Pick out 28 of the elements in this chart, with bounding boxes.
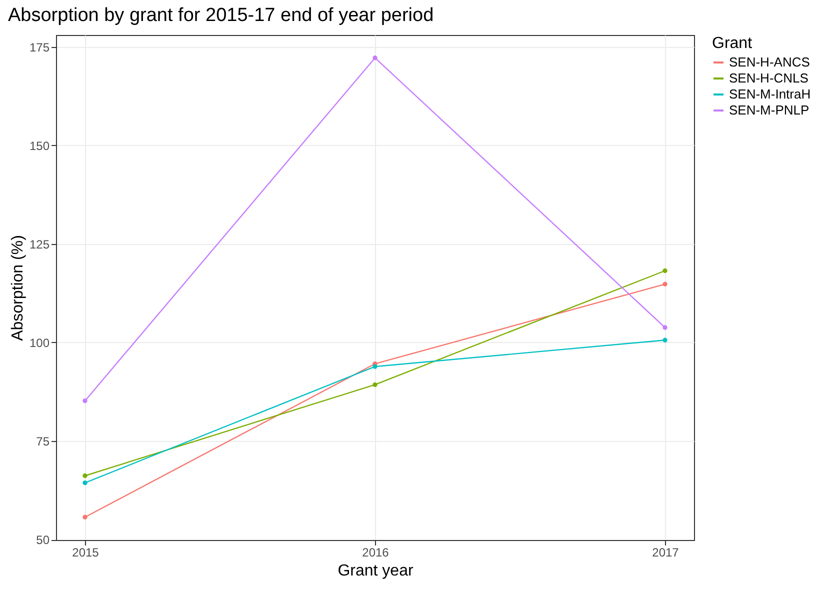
point (82, 398, 88, 404)
point (662, 268, 668, 274)
legend-label: SEN-M-IntraH (729, 86, 811, 102)
x-tick-label: 2015 (72, 546, 100, 560)
x-tick-label: 2016 (362, 546, 390, 560)
y-tick-label: 50 (36, 533, 50, 548)
point (82, 514, 88, 520)
y-axis-title: Absorption (%) (9, 235, 26, 341)
point (82, 480, 88, 486)
point (662, 338, 668, 342)
point (82, 473, 88, 478)
y-tick-label: 75 (36, 434, 50, 449)
point (372, 56, 378, 60)
point (662, 325, 668, 330)
legend-label: SEN-H-ANCS (729, 54, 810, 70)
x-tick-label: 2017 (652, 546, 680, 560)
y-tick-label: 125 (29, 237, 50, 252)
legend-label: SEN-H-CNLS (729, 70, 809, 86)
point (662, 282, 668, 286)
chart-title: Absorption by grant for 2015-17 end of year period (8, 5, 434, 26)
point (372, 382, 378, 388)
legend-title: Grant (712, 35, 753, 52)
y-tick-label: 100 (29, 336, 50, 350)
point (372, 364, 378, 369)
x-axis-title: Grant year (338, 562, 414, 580)
legend-label: SEN-M-PNLP (729, 102, 810, 118)
y-tick-label: 175 (29, 40, 50, 54)
y-tick-label: 150 (29, 138, 50, 153)
